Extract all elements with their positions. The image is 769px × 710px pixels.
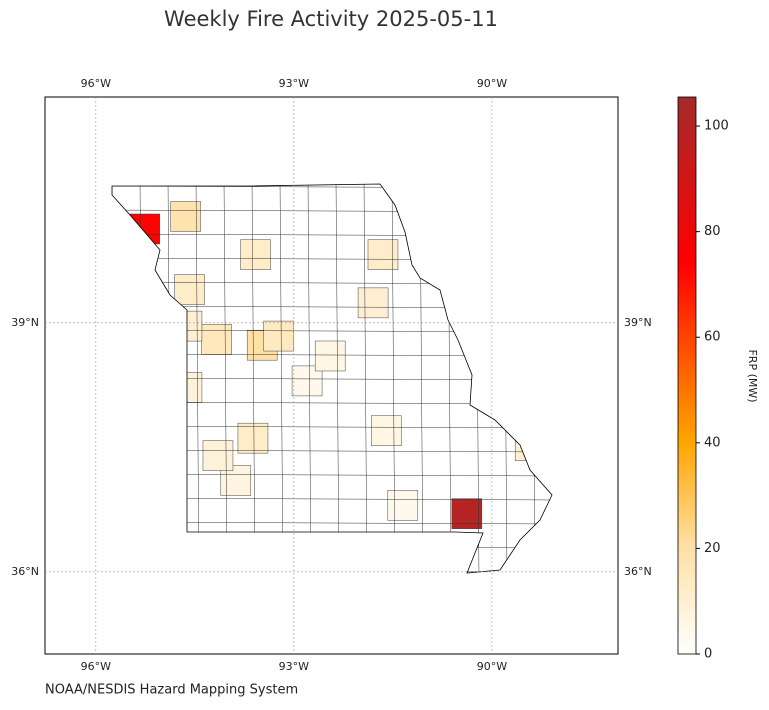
county-line (195, 184, 200, 573)
colorbar (677, 96, 697, 655)
county-line (279, 184, 284, 573)
county-line (112, 545, 552, 549)
graticule (45, 97, 618, 654)
y-tick-label: 39°N (624, 316, 652, 329)
county-line (363, 184, 368, 573)
colorbar-tick-label: 80 (704, 224, 721, 239)
county-fill (367, 239, 399, 270)
colorbar-tick-label: 60 (704, 330, 721, 345)
state-outline (111, 183, 553, 574)
map-frame (44, 96, 619, 655)
county-fill (240, 239, 271, 270)
county-line (139, 184, 144, 573)
county-fill (263, 320, 294, 352)
colorbar-tick-label: 20 (704, 541, 721, 556)
y-tick-label: 36°N (11, 565, 39, 578)
county-line (112, 257, 552, 261)
county-line (112, 184, 116, 573)
county-line (112, 449, 552, 453)
county-line (112, 401, 552, 405)
county-line (112, 329, 552, 333)
county-line (167, 184, 172, 573)
county-line (112, 305, 552, 309)
y-tick-label: 39°N (11, 316, 39, 329)
county-fill (314, 340, 346, 372)
county-line (531, 184, 536, 573)
county-fill (237, 422, 269, 454)
county-fill (357, 287, 389, 319)
colorbar-tick-label: 40 (704, 435, 721, 450)
y-tick-label: 36°N (624, 565, 652, 578)
map-title: Weekly Fire Activity 2025-05-11 (164, 7, 498, 31)
county-line (503, 184, 508, 573)
county-fill (170, 201, 201, 232)
county-fill (202, 440, 234, 471)
county-fill (514, 430, 546, 461)
county-line (112, 425, 552, 429)
county-line (112, 497, 552, 501)
county-fill (174, 274, 205, 305)
county-line (447, 184, 452, 573)
county-line (112, 473, 552, 477)
county-lines (112, 184, 552, 573)
county-fill (201, 324, 232, 355)
colorbar-tick-label: 0 (704, 647, 712, 662)
x-tick-label: 93°W (279, 660, 309, 673)
x-tick-label: 96°W (81, 77, 111, 90)
source-note: NOAA/NESDIS Hazard Mapping System (45, 683, 298, 698)
county-fill (387, 490, 419, 521)
county-fill (129, 213, 160, 245)
county-line (307, 184, 312, 573)
x-tick-label: 93°W (279, 77, 309, 90)
x-tick-label: 90°W (477, 660, 507, 673)
county-line (112, 377, 552, 381)
colorbar-label: FRP (MW) (746, 349, 759, 402)
county-line (391, 184, 396, 573)
colorbar-tick-label: 100 (704, 119, 729, 134)
county-line (112, 209, 552, 213)
county-line (251, 184, 256, 573)
county-line (112, 521, 552, 525)
county-fill (371, 415, 402, 446)
county-line (335, 184, 340, 573)
county-fill (451, 498, 483, 529)
x-tick-label: 96°W (81, 660, 111, 673)
county-line (419, 184, 424, 573)
x-tick-label: 90°W (477, 77, 507, 90)
county-line (112, 233, 552, 237)
county-line (223, 184, 228, 573)
